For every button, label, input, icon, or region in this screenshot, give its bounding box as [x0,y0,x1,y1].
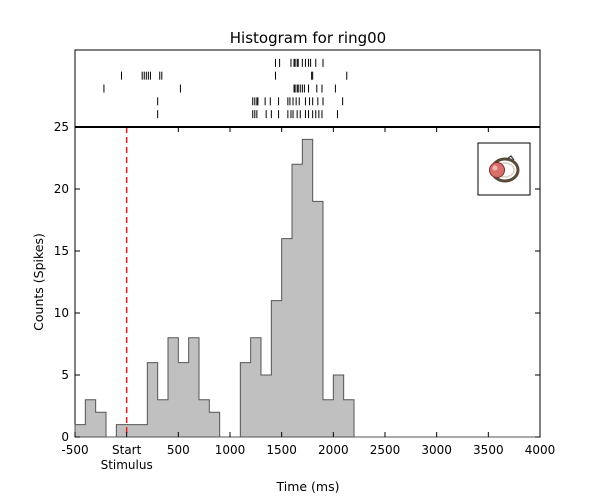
x-tick-label: 1000 [215,443,246,457]
x-tick-label: 1500 [266,443,297,457]
y-tick-label: 15 [54,244,69,258]
x-tick-label: 2000 [318,443,349,457]
x-tick-label: 3500 [473,443,504,457]
y-tick-label: 20 [54,182,69,196]
start-tick-label: Start [112,443,142,457]
x-tick-label: 4000 [525,443,556,457]
stimulus-tick-sublabel: Stimulus [101,458,153,472]
y-tick-label: 0 [61,430,69,444]
y-tick-label: 10 [54,306,69,320]
y-axis-label: Counts (Spikes) [31,233,46,331]
chart-title: Histogram for ring00 [230,29,386,47]
x-axis-label: Time (ms) [275,479,339,494]
start-tick: Start Stimulus [101,432,153,472]
x-tick-label: 500 [167,443,190,457]
x-axis-ticks: -500 500 1000 1500 2000 2500 3000 3500 4000 [61,127,555,457]
raster-panel [74,49,541,128]
x-tick-label: -500 [61,443,88,457]
x-tick-label: 3000 [421,443,452,457]
ring-icon [477,142,531,196]
y-tick-label: 25 [54,120,69,134]
y-axis-ticks: 0 5 10 15 20 25 [54,120,540,444]
x-tick-label: 2500 [370,443,401,457]
y-tick-label: 5 [61,368,69,382]
raster-plot [103,58,348,119]
histogram-bars [74,138,540,438]
